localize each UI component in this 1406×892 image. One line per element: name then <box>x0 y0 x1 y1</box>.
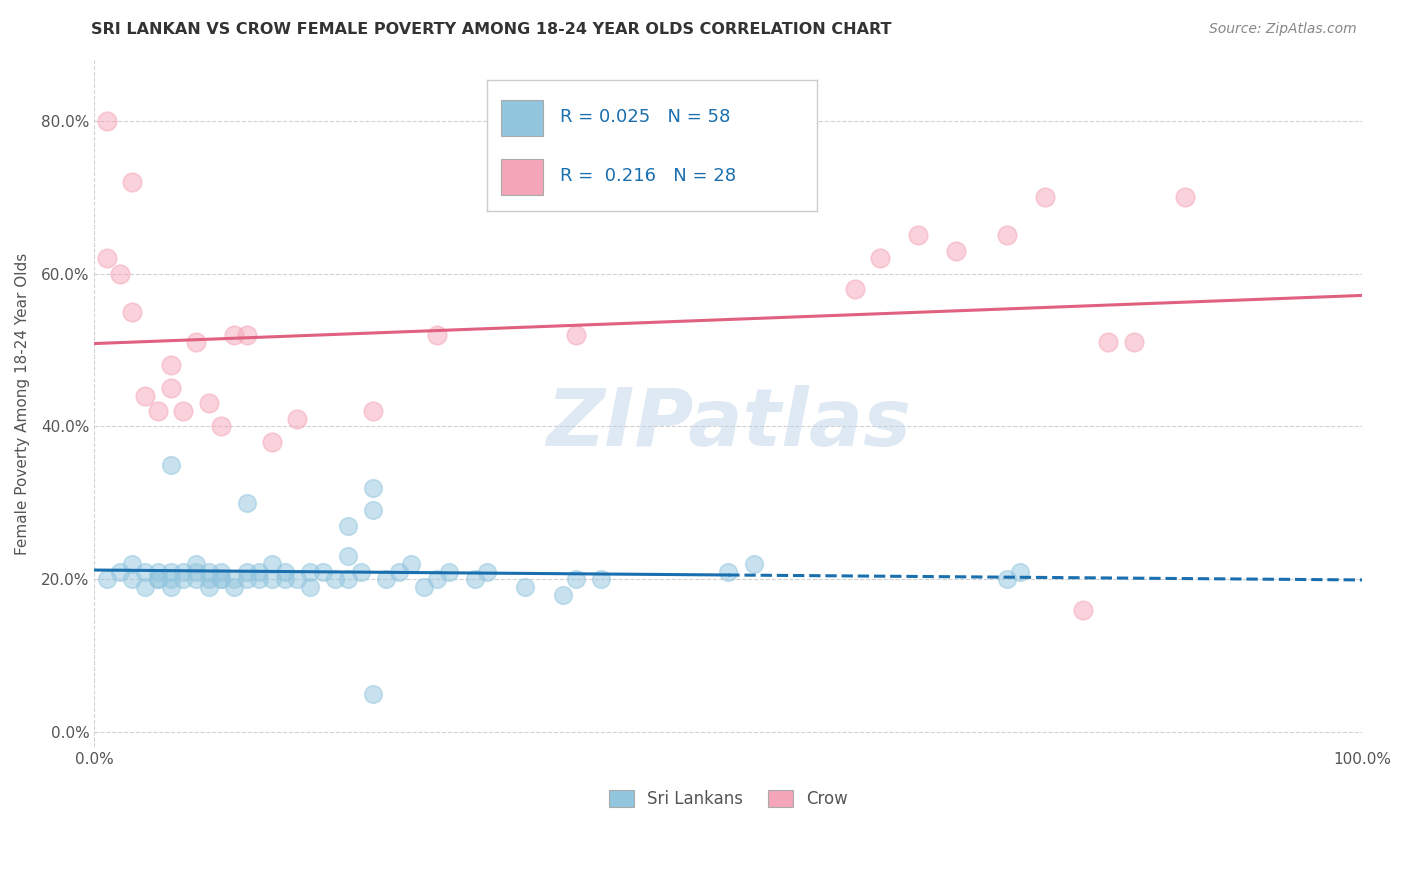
Point <box>209 419 232 434</box>
Point <box>159 381 181 395</box>
Point <box>515 580 537 594</box>
Point <box>413 580 436 594</box>
Point <box>222 327 245 342</box>
Point <box>1071 603 1094 617</box>
Point <box>121 305 143 319</box>
Point <box>945 244 967 258</box>
Point <box>260 557 283 571</box>
Point <box>184 557 207 571</box>
Point <box>121 557 143 571</box>
Point <box>260 572 283 586</box>
Point <box>209 572 232 586</box>
Point <box>336 518 359 533</box>
Point <box>363 404 385 418</box>
Point <box>565 572 588 586</box>
Point <box>247 572 270 586</box>
Point <box>388 565 411 579</box>
Point <box>159 358 181 372</box>
Point <box>565 327 588 342</box>
Point <box>184 572 207 586</box>
Point <box>134 565 156 579</box>
Point <box>146 404 169 418</box>
Point <box>844 282 866 296</box>
Point <box>146 565 169 579</box>
Point <box>401 557 423 571</box>
Text: SRI LANKAN VS CROW FEMALE POVERTY AMONG 18-24 YEAR OLDS CORRELATION CHART: SRI LANKAN VS CROW FEMALE POVERTY AMONG … <box>91 22 891 37</box>
Point <box>426 572 449 586</box>
Point <box>336 549 359 564</box>
Point <box>197 565 219 579</box>
Point <box>197 396 219 410</box>
Point <box>285 572 308 586</box>
Point <box>184 335 207 350</box>
Point <box>108 267 131 281</box>
Point <box>172 404 194 418</box>
Point <box>869 252 891 266</box>
Point <box>159 572 181 586</box>
Point <box>96 252 118 266</box>
Point <box>146 572 169 586</box>
Point <box>375 572 398 586</box>
Point <box>1008 565 1031 579</box>
Point <box>464 572 486 586</box>
Point <box>477 565 499 579</box>
Point <box>209 565 232 579</box>
Point <box>96 572 118 586</box>
Point <box>426 327 449 342</box>
Point <box>260 434 283 449</box>
Point <box>159 580 181 594</box>
Point <box>995 572 1018 586</box>
Point <box>159 458 181 472</box>
Point <box>1097 335 1119 350</box>
Point <box>323 572 346 586</box>
Legend: Sri Lankans, Crow: Sri Lankans, Crow <box>602 783 855 814</box>
Point <box>235 327 257 342</box>
Y-axis label: Female Poverty Among 18-24 Year Olds: Female Poverty Among 18-24 Year Olds <box>15 252 30 555</box>
Point <box>591 572 613 586</box>
Point <box>298 580 321 594</box>
Point <box>273 565 295 579</box>
Point <box>311 565 333 579</box>
Point <box>134 580 156 594</box>
Point <box>273 572 295 586</box>
Point <box>134 389 156 403</box>
Point <box>439 565 461 579</box>
Point <box>1173 190 1195 204</box>
Text: ZIPatlas: ZIPatlas <box>546 385 911 463</box>
Point <box>108 565 131 579</box>
Point <box>907 228 929 243</box>
Point <box>146 572 169 586</box>
Point <box>350 565 373 579</box>
Point <box>363 503 385 517</box>
Point <box>742 557 765 571</box>
Point <box>336 572 359 586</box>
Point <box>247 565 270 579</box>
Point <box>159 565 181 579</box>
Point <box>172 572 194 586</box>
Point <box>121 572 143 586</box>
Point <box>209 572 232 586</box>
Point <box>96 113 118 128</box>
Point <box>235 572 257 586</box>
Point <box>197 580 219 594</box>
Point <box>197 572 219 586</box>
Point <box>995 228 1018 243</box>
Point <box>222 580 245 594</box>
Text: Source: ZipAtlas.com: Source: ZipAtlas.com <box>1209 22 1357 37</box>
Point <box>298 565 321 579</box>
Point <box>553 587 575 601</box>
Point <box>235 496 257 510</box>
Point <box>235 565 257 579</box>
Point <box>285 411 308 425</box>
Point <box>717 565 740 579</box>
Point <box>172 565 194 579</box>
Point <box>184 565 207 579</box>
Point <box>363 481 385 495</box>
Point <box>121 175 143 189</box>
Point <box>1122 335 1144 350</box>
Point <box>222 572 245 586</box>
Point <box>1033 190 1056 204</box>
Point <box>363 687 385 701</box>
